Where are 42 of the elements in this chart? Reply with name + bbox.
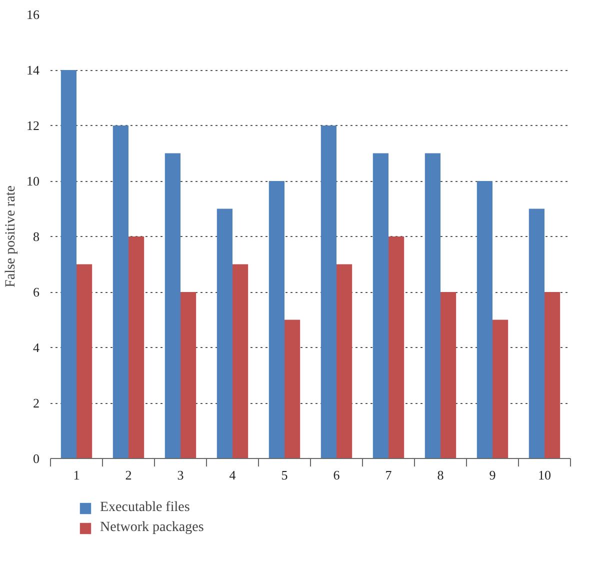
legend-label: Executable files [100,500,190,516]
x-tick-label: 4 [229,468,236,482]
y-tick-label: 14 [26,62,40,78]
bar [320,126,336,458]
x-tick-label: 2 [125,468,132,482]
x-tick-label: 1 [73,468,80,482]
bar [424,153,440,458]
bar [440,292,456,458]
legend-label: Network packages [100,520,204,536]
x-tick-label: 3 [177,468,184,482]
y-tick-label: 6 [33,284,40,300]
bar [492,320,508,458]
y-axis-title: False positive rate [4,186,18,288]
y-tick-label: 8 [33,229,40,244]
x-tick-label: 5 [281,468,288,482]
y-tick-label: 4 [33,340,40,355]
bar [60,70,76,458]
bar [112,126,128,458]
bar [388,236,404,458]
y-tick-label: 16 [26,7,40,22]
bar [76,264,92,458]
y-tick-label: 0 [33,451,40,466]
bar [128,236,144,458]
bar [544,292,560,458]
y-tick-label: 12 [26,118,40,133]
x-tick-label: 9 [489,468,496,482]
x-tick-label: 10 [538,468,551,482]
bar [476,181,492,458]
bar [372,153,388,458]
x-tick-label: 8 [437,468,444,482]
bar [284,320,300,458]
y-tick-label: 2 [33,396,40,410]
bar [268,181,284,458]
bar [180,292,196,458]
bar [216,208,232,458]
x-tick-label: 7 [385,468,392,482]
x-tick-label: 6 [333,468,340,482]
bar [336,264,352,458]
bar [232,264,248,458]
bar [528,208,544,458]
bar [164,153,180,458]
y-tick-label: 10 [26,174,40,188]
